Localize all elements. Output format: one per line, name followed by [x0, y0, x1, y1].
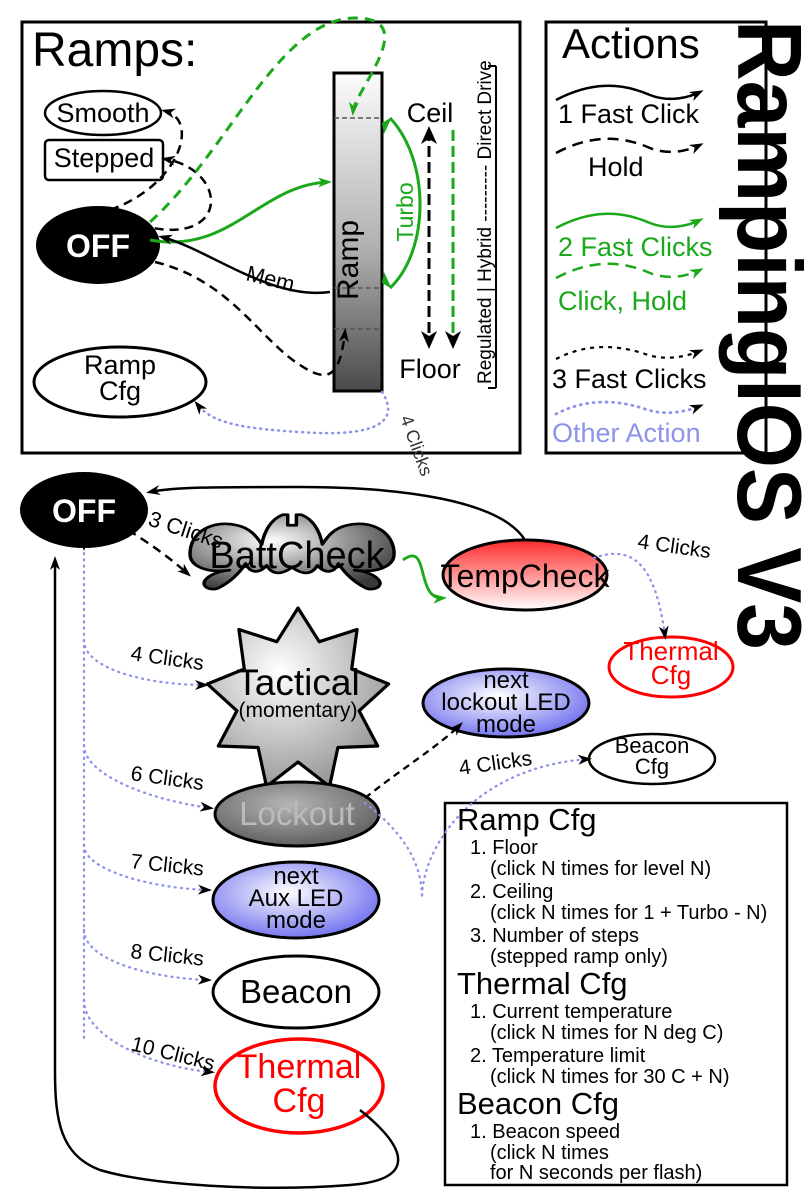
- svg-text:Beacon Cfg: Beacon Cfg: [457, 1086, 619, 1121]
- svg-text:OFF: OFF: [66, 228, 130, 264]
- svg-text:1 Fast Click: 1 Fast Click: [558, 99, 700, 129]
- svg-text:Click, Hold: Click, Hold: [558, 286, 687, 316]
- svg-text:Cfg: Cfg: [99, 376, 141, 406]
- svg-text:3. Number of steps: 3. Number of steps: [470, 925, 639, 947]
- svg-text:(click N times for 30 C + N): (click N times for 30 C + N): [490, 1066, 729, 1088]
- svg-text:(click N times for 1 + Turbo -: (click N times for 1 + Turbo - N): [490, 902, 767, 924]
- svg-text:Regulated | Hybrid --------- D: Regulated | Hybrid --------- Direct Driv…: [475, 60, 496, 384]
- svg-text:Turbo: Turbo: [392, 182, 418, 241]
- svg-text:(click N times: (click N times: [490, 1142, 609, 1164]
- svg-text:2 Fast Clicks: 2 Fast Clicks: [558, 232, 713, 262]
- svg-text:Lockout: Lockout: [239, 795, 355, 832]
- svg-text:3 Fast Clicks: 3 Fast Clicks: [552, 364, 707, 394]
- svg-text:2. Ceiling: 2. Ceiling: [470, 881, 553, 903]
- svg-text:1. Beacon speed: 1. Beacon speed: [470, 1121, 620, 1143]
- svg-text:(click N times for level N): (click N times for level N): [490, 858, 711, 880]
- svg-text:1. Current temperature: 1. Current temperature: [470, 1001, 672, 1023]
- svg-text:2. Temperature limit: 2. Temperature limit: [470, 1045, 646, 1067]
- svg-text:Cfg: Cfg: [273, 1082, 326, 1120]
- svg-text:Tactical: Tactical: [236, 662, 359, 703]
- svg-text:Ceil: Ceil: [407, 98, 454, 128]
- svg-text:Stepped: Stepped: [54, 143, 155, 173]
- svg-text:TempCheck: TempCheck: [441, 558, 611, 594]
- svg-text:Actions: Actions: [562, 20, 700, 67]
- svg-text:Beacon: Beacon: [240, 973, 352, 1010]
- svg-text:(click N times for N deg C): (click N times for N deg C): [490, 1022, 723, 1044]
- svg-text:Thermal Cfg: Thermal Cfg: [457, 966, 628, 1001]
- svg-text:Floor: Floor: [399, 354, 461, 384]
- svg-text:OFF: OFF: [52, 493, 116, 529]
- svg-text:Ramp Cfg: Ramp Cfg: [457, 802, 597, 837]
- svg-text:Cfg: Cfg: [635, 754, 669, 779]
- svg-text:mode: mode: [476, 711, 536, 738]
- svg-text:(stepped ramp only): (stepped ramp only): [490, 946, 668, 968]
- svg-text:1. Floor: 1. Floor: [470, 837, 538, 859]
- svg-text:for N seconds per flash): for N seconds per flash): [490, 1162, 702, 1184]
- svg-text:Other Action: Other Action: [552, 418, 701, 448]
- svg-text:Hold: Hold: [588, 152, 644, 182]
- svg-text:(momentary): (momentary): [238, 699, 357, 722]
- svg-text:mode: mode: [266, 907, 326, 934]
- svg-text:Thermal: Thermal: [237, 1048, 362, 1086]
- svg-text:Smooth: Smooth: [56, 98, 149, 128]
- svg-text:RampingIOS V3: RampingIOS V3: [718, 20, 812, 650]
- svg-text:Ramps:: Ramps:: [32, 24, 197, 77]
- svg-text:Cfg: Cfg: [651, 660, 691, 690]
- svg-text:BattCheck: BattCheck: [209, 535, 385, 577]
